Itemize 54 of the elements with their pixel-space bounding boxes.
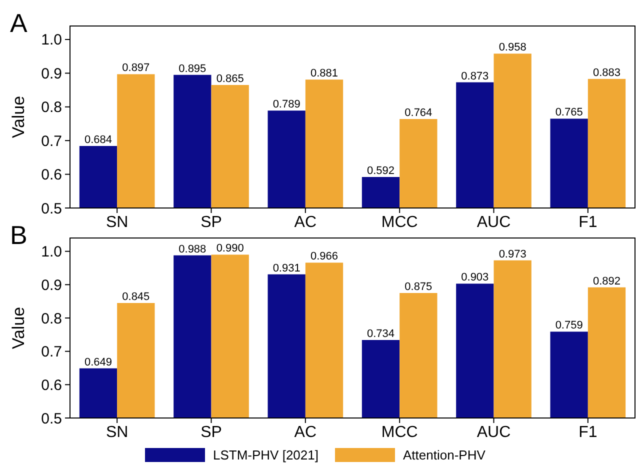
y-tick-label: 0.8 [41, 99, 62, 116]
x-tick-label: AUC [476, 424, 511, 441]
x-tick-label: F1 [578, 424, 598, 441]
data-label: 0.895 [178, 62, 206, 75]
x-tick-label: SN [106, 424, 128, 441]
y-tick-label: 0.8 [41, 310, 62, 328]
data-label: 0.875 [404, 281, 432, 293]
y-tick-label: 0.6 [41, 166, 62, 184]
y-axis-title: Value [9, 306, 28, 350]
y-tick-label: 1.0 [41, 32, 62, 49]
y-axis-title: Value [9, 96, 28, 138]
data-label: 0.789 [272, 98, 300, 111]
y-tick-label: 1.0 [41, 244, 62, 261]
x-tick-label: MCC [381, 424, 418, 441]
data-label: 0.903 [461, 272, 489, 284]
y-tick-label: 0.9 [41, 276, 62, 294]
legend-label: LSTM-PHV [2021] [213, 448, 318, 463]
data-label: 0.881 [310, 68, 338, 80]
data-label: 0.892 [592, 275, 621, 288]
data-label: 0.958 [498, 42, 526, 54]
x-tick-label: SP [200, 214, 222, 231]
y-tick-label: 0.6 [41, 376, 62, 394]
data-label: 0.883 [592, 66, 621, 79]
x-tick-label: SN [106, 214, 128, 231]
chart-title: B [10, 220, 28, 250]
data-label: 0.873 [461, 70, 489, 82]
data-label: 0.865 [216, 72, 244, 85]
data-label: 0.649 [84, 356, 112, 368]
data-label: 0.988 [178, 243, 206, 256]
y-tick-label: 0.5 [41, 410, 62, 428]
data-label: 0.734 [366, 328, 395, 340]
data-label: 0.845 [122, 291, 150, 303]
legend-label: Attention-PHV [403, 448, 486, 463]
y-tick-label: 0.5 [41, 200, 62, 218]
x-tick-label: AC [294, 424, 317, 441]
data-label: 0.966 [310, 250, 338, 263]
x-tick-label: MCC [381, 214, 418, 231]
data-label: 0.765 [555, 106, 583, 119]
data-label: 0.592 [366, 164, 395, 177]
y-tick-label: 0.9 [41, 65, 62, 82]
data-label: 0.973 [498, 248, 526, 260]
y-tick-label: 0.7 [41, 344, 62, 361]
data-label: 0.990 [216, 242, 244, 255]
y-tick-label: 0.7 [41, 132, 62, 150]
data-label: 0.764 [404, 107, 432, 120]
data-label: 0.897 [122, 62, 150, 74]
x-tick-label: AUC [476, 214, 511, 231]
data-label: 0.931 [272, 262, 300, 274]
chart-title: A [10, 8, 28, 38]
x-tick-label: SP [200, 424, 222, 441]
data-label: 0.684 [84, 134, 112, 146]
x-tick-label: F1 [578, 214, 598, 231]
x-tick-label: AC [294, 214, 317, 231]
data-label: 0.759 [555, 320, 583, 332]
